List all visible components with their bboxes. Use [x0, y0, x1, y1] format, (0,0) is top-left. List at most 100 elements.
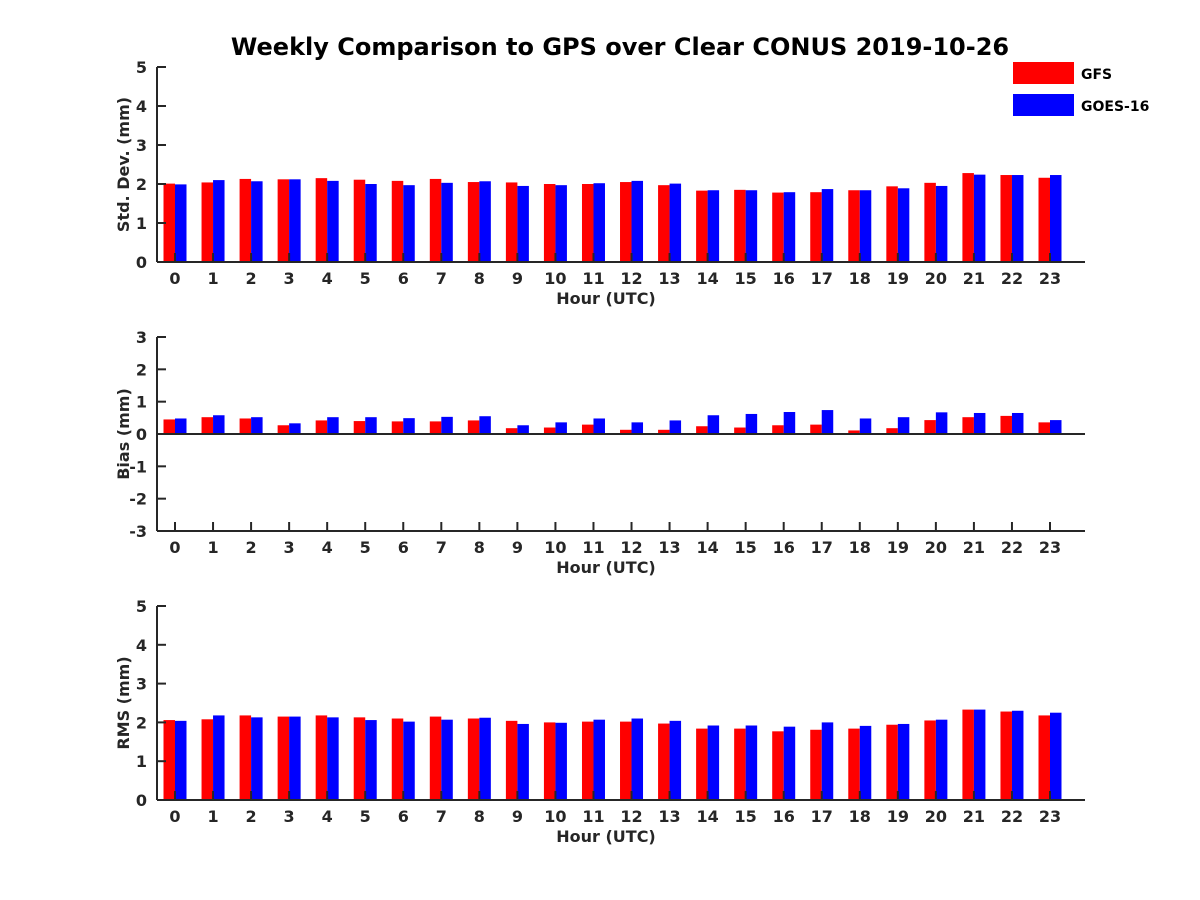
x-tick-label: 8: [474, 538, 485, 557]
bar-goes16-hour-20: [935, 719, 948, 800]
bar-goes16-hour-23: [1050, 175, 1062, 262]
x-tick-label: 11: [582, 269, 604, 288]
bar-gfs-hour-20: [924, 720, 936, 800]
bar-goes16-hour-9: [517, 185, 529, 262]
x-tick-label: 7: [436, 269, 447, 288]
x-tick-label: 5: [360, 538, 371, 557]
bar-goes16-hour-19: [897, 188, 910, 262]
bar-gfs-hour-3: [277, 425, 290, 434]
bar-goes16-hour-3: [289, 716, 301, 800]
x-tick-label: 19: [887, 807, 909, 826]
bar-gfs-hour-23: [1038, 177, 1050, 262]
x-tick-label: 14: [696, 538, 718, 557]
legend-label-0: GFS: [1081, 67, 1112, 83]
bar-goes16-hour-14: [707, 725, 720, 800]
x-tick-label: 14: [696, 269, 718, 288]
x-tick-label: 22: [1001, 269, 1023, 288]
bar-goes16-hour-15: [745, 725, 758, 800]
y-tick-label: 4: [136, 97, 147, 116]
x-tick-label: 16: [773, 269, 795, 288]
bar-goes16-hour-16: [783, 192, 796, 262]
bar-goes16-hour-5: [365, 184, 377, 262]
bar-gfs-hour-11: [581, 184, 594, 262]
bar-gfs-hour-6: [391, 180, 404, 262]
bar-goes16-hour-23: [1050, 712, 1062, 800]
y-tick-label: 0: [136, 425, 147, 444]
bar-goes16-hour-23: [1050, 420, 1062, 434]
x-tick-label: 14: [696, 807, 718, 826]
bar-goes16-hour-8: [479, 181, 491, 262]
bar-goes16-hour-21: [973, 174, 986, 262]
x-axis-label: Hour (UTC): [556, 558, 656, 577]
bar-gfs-hour-13: [658, 185, 670, 262]
bar-gfs-hour-8: [467, 420, 480, 434]
x-tick-label: 10: [544, 538, 566, 557]
x-tick-label: 9: [512, 269, 523, 288]
x-tick-label: 15: [735, 807, 757, 826]
bar-goes16-hour-22: [1011, 710, 1024, 800]
legend-swatch-1: [1013, 94, 1074, 116]
x-tick-label: 8: [474, 807, 485, 826]
bar-gfs-hour-4: [315, 420, 328, 434]
bar-goes16-hour-4: [327, 180, 339, 262]
x-tick-label: 20: [925, 807, 947, 826]
bar-gfs-hour-17: [810, 729, 822, 800]
legend-label-1: GOES-16: [1081, 99, 1149, 115]
bar-gfs-hour-21: [962, 709, 974, 800]
bar-gfs-hour-4: [315, 178, 328, 262]
bar-goes16-hour-21: [973, 412, 986, 434]
bar-goes16-hour-11: [593, 418, 605, 434]
x-tick-label: 0: [169, 538, 180, 557]
bar-gfs-hour-5: [353, 717, 366, 800]
bar-goes16-hour-13: [669, 720, 682, 800]
y-axis-label: RMS (mm): [114, 656, 133, 749]
x-tick-label: 3: [284, 269, 295, 288]
y-tick-label: 3: [136, 675, 147, 694]
bar-goes16-hour-10: [555, 422, 567, 434]
bar-gfs-hour-9: [505, 428, 518, 434]
bar-gfs-hour-15: [734, 427, 746, 434]
x-tick-label: 23: [1039, 807, 1061, 826]
bar-goes16-hour-2: [251, 181, 263, 262]
bar-goes16-hour-20: [935, 185, 948, 262]
bar-gfs-hour-20: [924, 420, 936, 434]
x-tick-label: 2: [246, 807, 257, 826]
bar-goes16-hour-4: [327, 717, 339, 800]
bar-gfs-hour-4: [315, 715, 328, 800]
y-axis-label: Std. Dev. (mm): [114, 97, 133, 232]
y-tick-label: -2: [129, 490, 147, 509]
x-tick-label: 13: [658, 538, 680, 557]
bar-gfs-hour-23: [1038, 715, 1050, 800]
bar-goes16-hour-15: [745, 190, 758, 262]
bar-goes16-hour-0: [175, 720, 187, 800]
x-tick-label: 1: [207, 269, 218, 288]
y-tick-label: 3: [136, 328, 147, 347]
bar-goes16-hour-18: [859, 725, 872, 800]
legend-swatch-0: [1013, 62, 1074, 84]
bar-gfs-hour-0: [163, 419, 175, 434]
x-tick-label: 6: [398, 269, 409, 288]
bar-goes16-hour-1: [213, 715, 225, 800]
bar-gfs-hour-20: [924, 182, 936, 262]
x-tick-label: 19: [887, 538, 909, 557]
bar-goes16-hour-6: [403, 418, 415, 434]
y-tick-label: 2: [136, 360, 147, 379]
bar-goes16-hour-11: [593, 719, 605, 800]
bar-gfs-hour-5: [353, 179, 366, 262]
x-tick-label: 13: [658, 269, 680, 288]
bar-goes16-hour-18: [859, 418, 872, 434]
bar-gfs-hour-18: [848, 430, 860, 434]
bar-gfs-hour-10: [543, 184, 556, 262]
bar-goes16-hour-12: [631, 422, 644, 434]
bar-gfs-hour-16: [772, 731, 784, 800]
x-tick-label: 7: [436, 538, 447, 557]
bar-gfs-hour-2: [239, 418, 252, 434]
bar-gfs-hour-19: [886, 428, 898, 434]
x-tick-label: 18: [849, 807, 871, 826]
bar-goes16-hour-15: [745, 413, 758, 434]
y-tick-label: 2: [136, 713, 147, 732]
x-tick-label: 4: [322, 269, 333, 288]
